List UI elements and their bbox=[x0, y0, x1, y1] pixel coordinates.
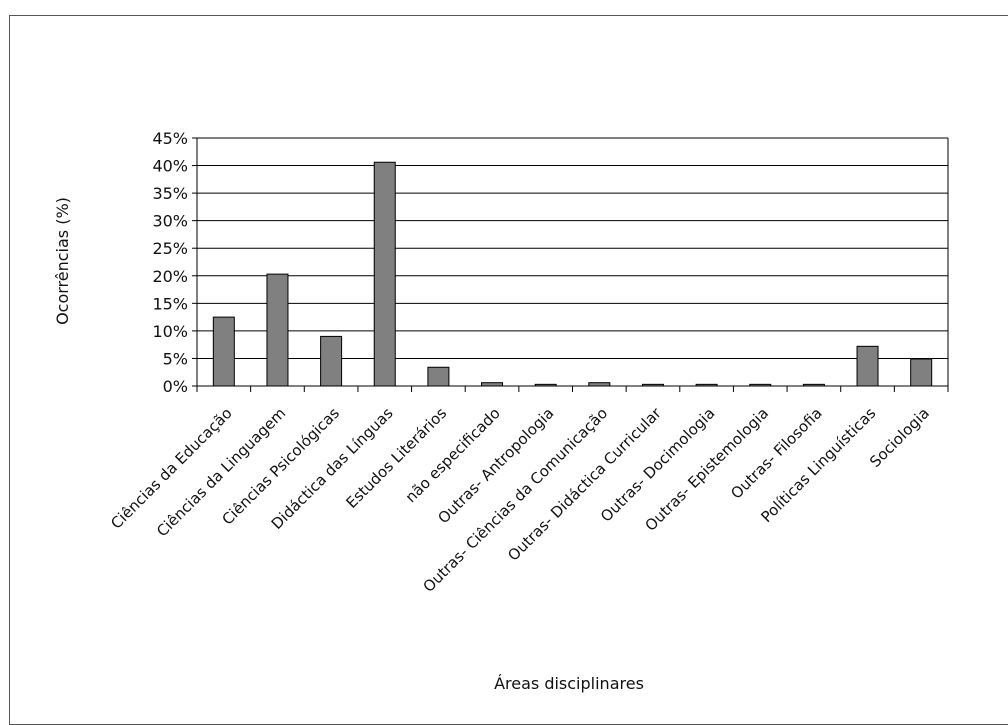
bar bbox=[427, 366, 450, 387]
chart-frame bbox=[9, 15, 1008, 725]
y-tick-label: 40% bbox=[152, 157, 188, 176]
axes bbox=[192, 137, 949, 392]
y-tick-labels: 0% 5% 10% 15% 20% 25% 30% 35% 40% 45% bbox=[152, 129, 188, 396]
gridlines bbox=[197, 137, 948, 359]
y-tick-label: 15% bbox=[152, 294, 188, 313]
y-tick-label: 35% bbox=[152, 184, 188, 203]
y-tick-label: 20% bbox=[152, 267, 188, 286]
y-tick-label: 45% bbox=[152, 129, 188, 148]
y-tick-label: 0% bbox=[163, 377, 188, 396]
y-tick-label: 10% bbox=[152, 322, 188, 341]
bar bbox=[212, 316, 235, 387]
bar bbox=[320, 335, 343, 387]
bar bbox=[856, 345, 879, 387]
x-tick-label: Estudos Literários bbox=[343, 404, 451, 512]
y-tick-label: 5% bbox=[163, 349, 188, 368]
bar bbox=[910, 358, 933, 387]
x-axis-title: Áreas disciplinares bbox=[494, 674, 644, 693]
bars bbox=[212, 161, 933, 387]
y-tick-label: 25% bbox=[152, 239, 188, 258]
x-tick-label: não especificado bbox=[402, 404, 504, 506]
bar bbox=[373, 161, 396, 387]
x-tick-label: Outras- Filosofia bbox=[727, 404, 825, 502]
y-tick-label: 30% bbox=[152, 212, 188, 231]
y-axis-title: Ocorrências (%) bbox=[53, 197, 72, 325]
bar bbox=[266, 273, 289, 387]
